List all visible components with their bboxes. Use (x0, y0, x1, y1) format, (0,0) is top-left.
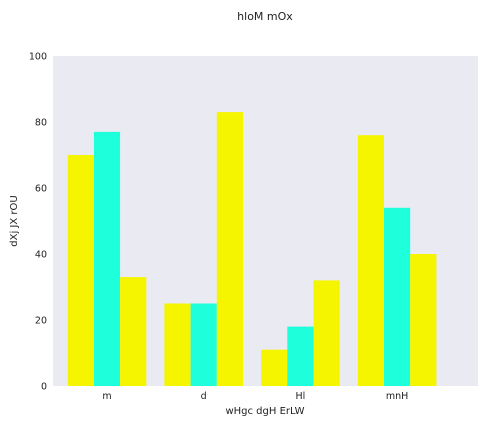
y-tick-label: 0 (41, 382, 47, 393)
bars-group (67, 112, 437, 386)
y-tick-label: 40 (35, 250, 47, 261)
bar-Hl-series-2 (287, 326, 314, 386)
x-tick-label: mnH (386, 391, 408, 402)
y-tick-label: 80 (35, 118, 47, 129)
bar-d-series-2 (190, 303, 217, 386)
bar-mnH-series-2 (384, 207, 411, 386)
chart-title: hloM mOx (237, 10, 293, 23)
x-tick-label: d (201, 391, 207, 402)
bar-Hl-series-3 (313, 280, 340, 386)
y-tick-label: 60 (35, 184, 47, 195)
y-axis-label: dXj JX rOU (9, 195, 20, 246)
y-tick-label: 100 (29, 52, 47, 63)
y-axis-ticks: 0 20 40 60 80 100 (29, 52, 47, 393)
bar-Hl-series-1 (261, 349, 288, 386)
bar-mnH-series-1 (357, 135, 384, 386)
x-tick-label: Hl (296, 391, 306, 402)
bar-m-series-1 (67, 155, 94, 386)
x-axis-label: wHgc dgH ErLW (225, 406, 304, 417)
bar-d-series-3 (216, 112, 243, 386)
x-tick-label: m (102, 391, 111, 402)
bar-d-series-1 (164, 303, 191, 386)
x-axis-ticks: m d Hl mnH (102, 391, 408, 402)
bar-mnH-series-3 (410, 254, 437, 386)
bar-m-series-3 (120, 277, 147, 386)
bar-m-series-2 (93, 131, 121, 386)
y-tick-label: 20 (35, 316, 47, 327)
